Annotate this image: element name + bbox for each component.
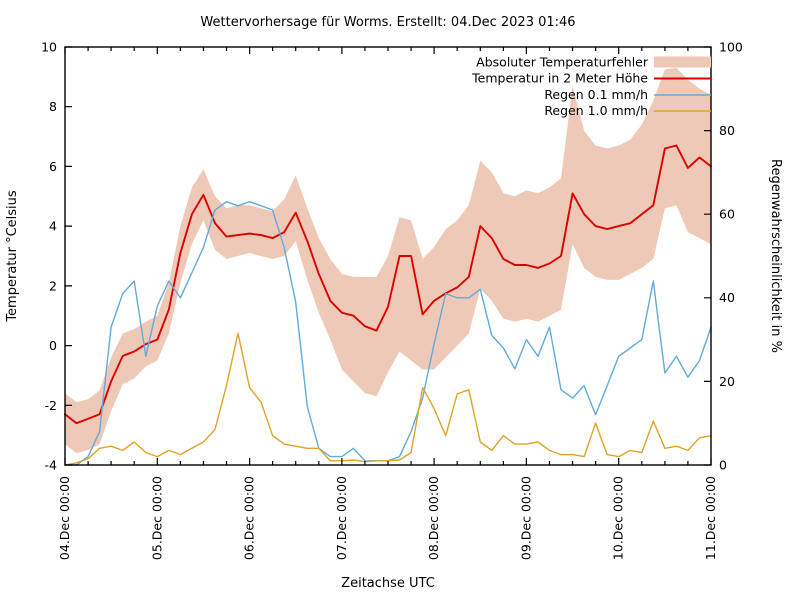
y-left-tick-label: 10 [41,40,57,55]
legend-swatch-error-band [654,56,711,68]
y-right-tick-label: 100 [719,40,743,55]
y-left-tick-label: 0 [49,338,57,353]
plot-geometry [64,46,712,466]
x-tick-label: 07.Dec 00:00 [334,476,349,560]
y-left-tick-label: 6 [49,159,57,174]
time-axis-label: Zeitachse UTC [341,576,435,591]
x-tick-label: 08.Dec 00:00 [426,476,441,560]
legend: Absoluter Temperaturfehler Temperatur in… [471,55,711,118]
y-left-tick-label: -4 [45,458,58,473]
legend-label-temperature: Temperatur in 2 Meter Höhe [471,71,648,86]
legend-label-rain10: Regen 1.0 mm/h [544,103,648,118]
x-tick-label: 10.Dec 00:00 [611,476,626,560]
x-tick-label: 04.Dec 00:00 [57,476,72,560]
y-left-tick-label: 8 [49,99,57,114]
y-right-tick-label: 40 [719,290,735,305]
y-right-tick-label: 20 [719,374,735,389]
y-left-tick-label: 4 [49,219,57,234]
chart-title: Wettervorhersage für Worms. Erstellt: 04… [200,15,575,30]
y-right-tick-label: 80 [719,123,735,138]
y-left-tick-label: 2 [49,279,57,294]
y-right-tick-label: 0 [719,458,727,473]
legend-label-error-band: Absoluter Temperaturfehler [476,55,649,70]
x-tick-label: 09.Dec 00:00 [518,476,533,560]
temperature-axis-label: Temperatur °Celsius [5,190,20,323]
x-tick-label: 05.Dec 00:00 [149,476,164,560]
y-right-tick-label: 60 [719,207,735,222]
x-tick-label: 06.Dec 00:00 [242,476,257,560]
x-tick-label: 11.Dec 00:00 [703,476,718,560]
rain-probability-axis-label: Regenwahrscheinlichkeit in % [768,159,783,353]
legend-label-rain01: Regen 0.1 mm/h [544,87,648,102]
y-left-tick-label: -2 [45,398,57,413]
